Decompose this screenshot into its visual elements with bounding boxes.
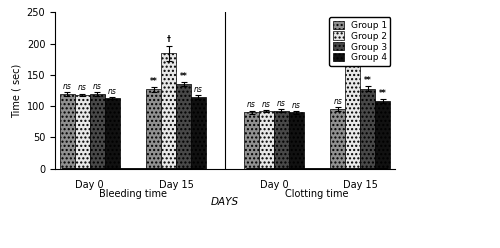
Text: ns: ns (78, 83, 86, 93)
Y-axis label: Time ( sec): Time ( sec) (11, 63, 21, 118)
Bar (259, 111, 274, 169)
Text: †: † (351, 22, 355, 31)
Bar (274, 111, 289, 169)
Legend: Group 1, Group 2, Group 3, Group 4: Group 1, Group 2, Group 3, Group 4 (329, 17, 390, 66)
Text: ns: ns (262, 100, 271, 109)
Bar (74, 95, 90, 169)
Text: Bleeding time: Bleeding time (99, 189, 167, 199)
Text: ns: ns (292, 101, 301, 110)
Text: Day 0: Day 0 (76, 180, 104, 190)
Text: Day 15: Day 15 (158, 180, 194, 190)
Bar (60, 94, 74, 169)
Text: ns: ns (108, 87, 116, 95)
Bar (330, 109, 345, 169)
Bar (346, 37, 360, 169)
Bar (161, 53, 176, 169)
Text: ns: ns (194, 85, 203, 94)
Text: ns: ns (92, 82, 102, 91)
Text: DAYS: DAYS (211, 197, 239, 207)
Text: †: † (166, 35, 170, 44)
Text: Day 15: Day 15 (343, 180, 378, 190)
Text: ns: ns (62, 82, 72, 91)
Bar (376, 101, 390, 169)
Bar (176, 84, 191, 169)
Text: **: ** (379, 89, 387, 98)
Bar (104, 98, 120, 169)
Text: **: ** (150, 77, 158, 86)
Text: Clotting time: Clotting time (286, 189, 349, 199)
Bar (146, 89, 161, 169)
Bar (289, 112, 304, 169)
Text: ns: ns (247, 100, 256, 109)
Text: Day 0: Day 0 (260, 180, 288, 190)
Text: **: ** (180, 71, 188, 81)
Bar (191, 97, 206, 169)
Text: **: ** (364, 76, 372, 85)
Bar (360, 89, 376, 169)
Bar (90, 94, 104, 169)
Bar (244, 112, 259, 169)
Text: ns: ns (277, 99, 286, 108)
Text: ns: ns (334, 96, 342, 105)
